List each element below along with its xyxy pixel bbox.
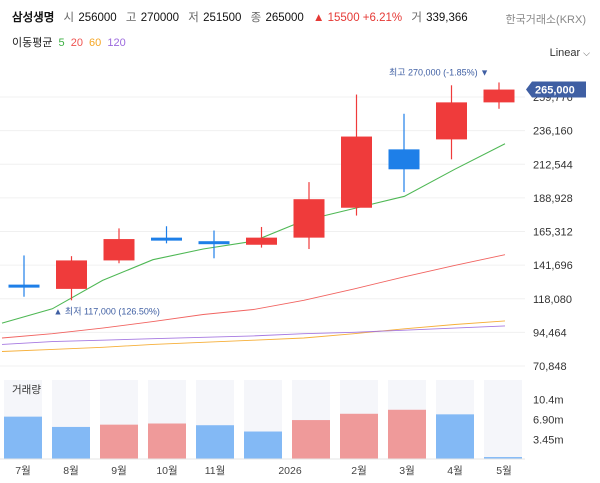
current-price-badge-label: 265,000 <box>535 85 575 97</box>
candle-body[interactable] <box>483 89 515 103</box>
ma-60-toggle[interactable]: 60 <box>89 37 102 49</box>
volume-value: 339,366 <box>426 12 468 24</box>
price-tick-label: 212,544 <box>533 159 573 171</box>
close-label: 종 <box>250 12 262 24</box>
candle-body[interactable] <box>103 239 135 261</box>
volume-bar[interactable] <box>340 413 378 459</box>
moving-average-120-line <box>1 325 506 345</box>
volume-bar[interactable] <box>484 457 522 459</box>
high-annotation: 최고 270,000 (-1.85%) ▼ <box>389 67 489 77</box>
ma-5-toggle[interactable]: 5 <box>58 37 65 49</box>
volume-bar[interactable] <box>196 425 234 459</box>
volume-bar[interactable] <box>388 409 426 459</box>
candle-body[interactable] <box>388 149 420 170</box>
price-tick-label: 165,312 <box>533 227 573 239</box>
scale-selector-label: Linear <box>549 47 581 59</box>
x-axis-label: 5월 <box>496 465 512 477</box>
moving-average-5-line <box>1 143 506 324</box>
x-axis-label: 3월 <box>399 465 415 477</box>
scale-selector[interactable]: Linear ⌵ <box>550 47 590 59</box>
volume-band <box>484 380 522 459</box>
volume-bar[interactable] <box>52 426 90 459</box>
price-tick-label: 70,848 <box>533 361 567 373</box>
candle-body[interactable] <box>436 102 467 140</box>
x-axis-label: 8월 <box>63 465 79 477</box>
ma-20-toggle[interactable]: 20 <box>70 37 83 49</box>
current-price-badge: 265,000 <box>526 81 586 98</box>
price-tick-label: 118,080 <box>533 294 572 306</box>
price-summary: 삼성생명 시 256000 고 270000 저 251500 종 265000… <box>12 9 474 25</box>
open-value: 256000 <box>78 12 117 24</box>
ma-120-toggle[interactable]: 120 <box>107 37 126 49</box>
price-tick-label: 94,464 <box>533 327 567 339</box>
candle-body[interactable] <box>56 260 87 289</box>
volume-tick-label: 3.45m <box>533 434 564 446</box>
price-tick-label: 236,160 <box>533 126 573 138</box>
current-price-badge-shape <box>526 81 586 98</box>
candle-body[interactable] <box>341 136 372 208</box>
open-label: 시 <box>63 12 75 24</box>
candle-body[interactable] <box>151 237 182 241</box>
chevron-down-icon: ⌵ <box>583 48 590 58</box>
x-axis-label: 10월 <box>156 465 177 477</box>
x-axis-label: 2026 <box>278 465 302 477</box>
change-value: ▲ 15500 +6.21% <box>313 12 403 24</box>
moving-average-60-line <box>1 320 506 352</box>
volume-bar[interactable] <box>436 414 474 459</box>
volume-panel-label: 거래량 <box>12 384 41 396</box>
moving-average-legend: 이동평균 5 20 60 120 <box>12 34 129 50</box>
x-axis-label: 9월 <box>111 465 127 477</box>
stock-name: 삼성생명 <box>12 12 55 24</box>
exchange-label: 한국거래소(KRX) <box>505 14 586 26</box>
volume-bar[interactable] <box>244 431 282 459</box>
moving-average-20-line <box>1 254 506 339</box>
price-tick-label: 141,696 <box>533 260 573 272</box>
moving-average-label: 이동평균 <box>12 37 53 49</box>
candle-body[interactable] <box>8 284 40 288</box>
volume-bar[interactable] <box>292 420 330 459</box>
x-axis-label: 11월 <box>205 465 226 477</box>
volume-bar[interactable] <box>4 416 42 459</box>
close-value: 265000 <box>265 12 304 24</box>
high-value: 270000 <box>140 12 180 24</box>
candle-body[interactable] <box>293 199 325 238</box>
x-axis-label: 7월 <box>15 465 31 477</box>
low-value: 251500 <box>203 12 242 24</box>
volume-tick-label: 10.4m <box>533 394 564 406</box>
candle-body[interactable] <box>246 237 277 245</box>
x-axis-label: 2월 <box>351 465 367 477</box>
volume-label: 거 <box>411 12 422 24</box>
x-axis-label: 4월 <box>447 465 463 477</box>
candle-body[interactable] <box>198 241 230 245</box>
volume-bar[interactable] <box>100 424 138 459</box>
volume-bar[interactable] <box>148 423 186 459</box>
low-annotation: ▲ 최저 117,000 (126.50%) <box>54 306 160 316</box>
volume-tick-label: 6.90m <box>533 415 564 427</box>
price-tick-label: 188,928 <box>533 193 573 205</box>
low-label: 저 <box>188 12 199 24</box>
high-label: 고 <box>125 12 137 24</box>
